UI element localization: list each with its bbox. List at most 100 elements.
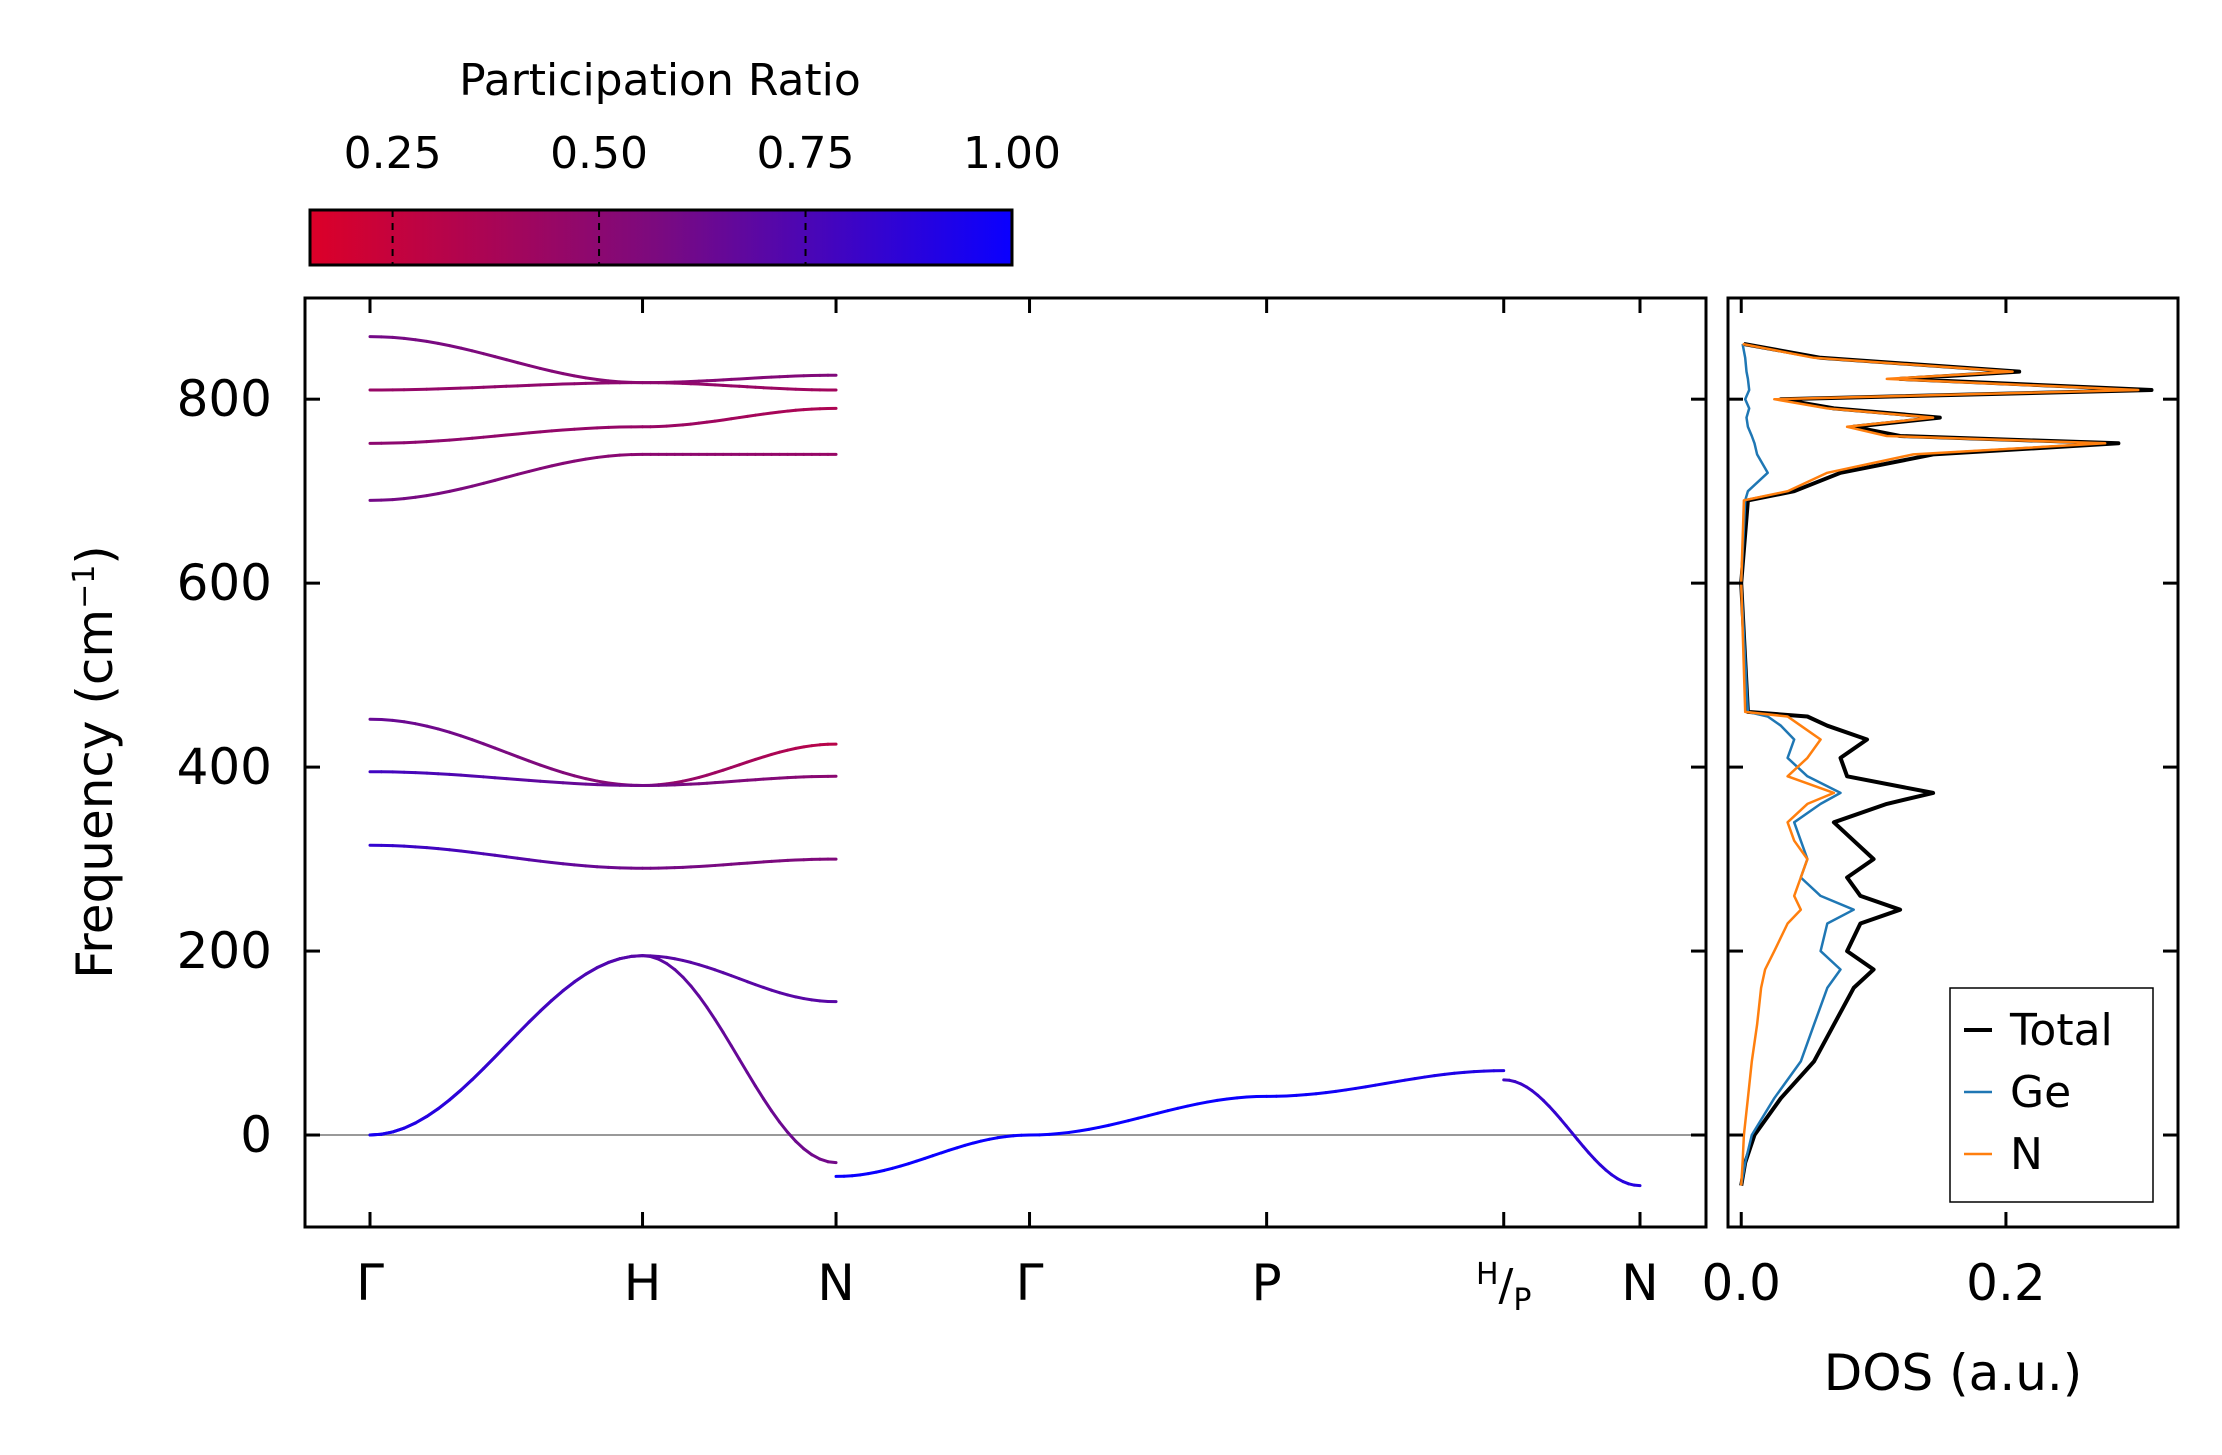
band-y-axis-label: Frequency (cm−1) <box>66 545 124 979</box>
band-branch-segment <box>493 1043 508 1059</box>
band-x-tick-label: H <box>624 1254 662 1312</box>
band-branch-segment <box>516 1020 531 1036</box>
band-x-tick-label: Γ <box>356 1254 384 1312</box>
dos-x-tick-label: 0.0 <box>1701 1254 1781 1312</box>
band-branch-segment <box>584 376 599 382</box>
band-branch-segment <box>527 759 542 767</box>
dos-series-n <box>1739 342 2140 1186</box>
band-branch-segment <box>538 763 554 771</box>
band-branch-segment <box>425 492 440 498</box>
band-branch-segment <box>561 862 576 867</box>
band-branch-segment <box>482 352 497 359</box>
band-branch-segment <box>550 861 565 866</box>
band-branch-segment <box>665 962 677 972</box>
band-branch-segment <box>778 1120 790 1134</box>
band-branch-segment <box>1462 1070 1476 1074</box>
band-branch-segment <box>1205 1098 1219 1104</box>
band-branch-segment <box>550 369 565 376</box>
dos-series-ge <box>1739 343 1855 1186</box>
band-branch-segment <box>402 1121 417 1130</box>
band-branch-segment <box>584 777 599 783</box>
band-branch-segment <box>802 1147 814 1157</box>
dos-legend-entries: Total Ge N <box>1964 1005 2113 1180</box>
band-branch-segment <box>606 453 622 458</box>
band-branch-segment <box>470 435 486 440</box>
band-branch-segment <box>538 366 554 373</box>
band-branch-segment <box>425 439 440 444</box>
band-branch-segment <box>527 858 542 863</box>
band-branch-segment <box>504 750 520 759</box>
band-branch-segment <box>413 440 429 444</box>
band-branch-segment <box>794 1139 806 1151</box>
band-branch-segment <box>527 364 542 370</box>
band-branch-segment <box>425 724 440 731</box>
band-branch-segment <box>436 847 451 852</box>
band-branch-segment <box>470 481 486 488</box>
band-branch-segment <box>482 478 497 485</box>
dos-x-ticks: 0.0 0.2 <box>1701 298 2046 1312</box>
band-branch-segment <box>1413 1075 1427 1081</box>
dos-y-ticks <box>1728 397 2178 1137</box>
band-y-tick-label: 600 <box>177 554 272 612</box>
band-branch-segment <box>436 438 451 443</box>
band-branch-segment <box>550 767 565 775</box>
band-branch-segment <box>572 863 588 868</box>
band-branch-segment <box>447 437 463 442</box>
band-branch-segment <box>550 461 565 468</box>
band-branch-segment <box>810 1153 822 1161</box>
band-branch-segment <box>1067 1129 1081 1134</box>
band-branch-segment <box>1403 1077 1417 1082</box>
band-branch-segment <box>379 335 395 339</box>
dos-axes-frame <box>1726 296 2180 1229</box>
band-branch-segment <box>413 494 429 499</box>
band-branch <box>368 406 838 445</box>
band-branch-segment <box>527 430 542 435</box>
band-branch-segment <box>1146 1111 1160 1118</box>
band-x-tick-label: P <box>1252 1254 1282 1312</box>
band-branch-segment <box>1334 1088 1348 1093</box>
band-branch-segment <box>595 865 610 869</box>
x-tick-label-slash: / <box>1499 1260 1514 1311</box>
band-x-tick-label: Γ <box>1016 1254 1044 1312</box>
dos-lines <box>1739 342 2154 1186</box>
x-tick-label-p-sub: P <box>1513 1283 1531 1318</box>
band-branch-segment <box>516 469 531 476</box>
band-branch-segment <box>550 780 565 785</box>
band-branch-segment <box>459 346 474 353</box>
band-branch-segment <box>482 742 497 750</box>
band-branch-segment <box>753 1084 765 1101</box>
band-branch-segment <box>561 372 576 378</box>
band-branch-segment <box>379 498 395 502</box>
band-branch-segment <box>561 771 576 778</box>
band-branch-segment <box>516 856 531 862</box>
band-branch-segment <box>391 335 406 340</box>
band-branch-segment <box>826 1160 838 1165</box>
band-branch-segment <box>447 730 463 738</box>
band-branch-segment <box>705 1005 717 1022</box>
band-branch <box>368 381 838 392</box>
band-branch-segment <box>1235 1095 1249 1100</box>
band-branch-segment <box>504 1032 520 1047</box>
band-branch-segment <box>402 336 417 342</box>
band-branch-segment <box>425 771 440 776</box>
band-branch-segment <box>745 1071 757 1088</box>
band-branch-segment <box>618 954 633 961</box>
band-x-tick-label: N <box>1621 1254 1658 1312</box>
x-tick-label-h-sup: H <box>1476 1257 1499 1292</box>
band-branch-segment <box>470 738 486 746</box>
band-branch-segment <box>504 855 520 860</box>
band-branch-segment <box>538 998 554 1013</box>
band-branch-segment <box>504 472 520 479</box>
band-branch-segment <box>425 339 440 345</box>
band-branch-segment <box>595 378 610 383</box>
colorbar-tick-labels: 0.25 0.50 0.75 1.00 <box>344 128 1061 179</box>
band-branch-segment <box>516 431 531 436</box>
band-branch-segment <box>1126 1116 1140 1123</box>
band-branch-segment <box>493 475 508 482</box>
band-branch <box>368 954 838 1137</box>
band-branch-segment <box>504 432 520 437</box>
band-branch-segment <box>1047 1132 1061 1136</box>
band-branch-segment <box>402 720 417 726</box>
band-branch-segment <box>572 774 588 781</box>
band-branch <box>368 843 838 870</box>
